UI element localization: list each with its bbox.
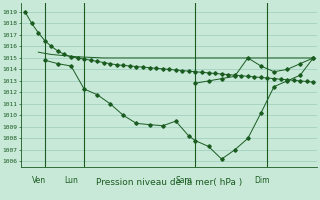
Text: Ven: Ven <box>32 176 46 185</box>
Text: Sam: Sam <box>176 176 193 185</box>
Text: Lun: Lun <box>64 176 78 185</box>
Text: Dim: Dim <box>254 176 270 185</box>
X-axis label: Pression niveau de la mer( hPa ): Pression niveau de la mer( hPa ) <box>96 178 242 187</box>
